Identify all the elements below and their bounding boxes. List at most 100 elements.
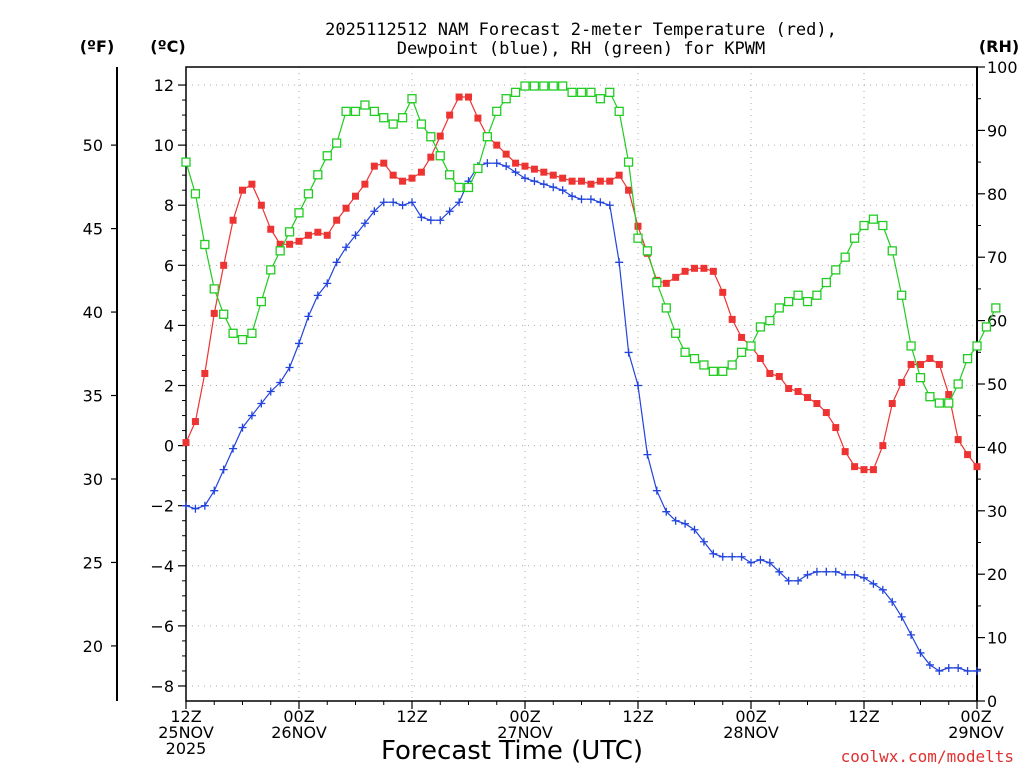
temperature-point — [474, 114, 482, 122]
rh-point — [981, 322, 992, 332]
rh-point — [623, 157, 634, 167]
dewpoint-point — [323, 279, 332, 288]
dewpoint-point — [652, 486, 661, 495]
temperature-point — [257, 201, 265, 209]
dewpoint-point — [182, 501, 190, 510]
x-tick-label: 00Z — [960, 707, 991, 726]
rh-point — [558, 81, 568, 91]
rh-point — [784, 296, 794, 307]
rh-point — [934, 398, 944, 408]
rh-point — [689, 353, 700, 364]
rh-point — [463, 182, 474, 193]
rh-tick-label: 40 — [987, 438, 1007, 457]
temperature-point — [295, 237, 303, 245]
rh-point — [350, 106, 361, 117]
temperature-point — [220, 261, 228, 269]
temperature-point — [728, 315, 736, 323]
rh-tick-label: 70 — [987, 248, 1007, 267]
rh-point — [793, 290, 803, 300]
celsius-tick-label: 12 — [154, 76, 174, 95]
dewpoint-point — [897, 612, 906, 621]
rh-point — [501, 94, 511, 104]
temperature-point — [700, 264, 708, 272]
celsius-tick-label: −6 — [150, 617, 174, 636]
temperature-point — [361, 180, 369, 188]
rh-point — [200, 239, 210, 250]
dewpoint-point — [370, 207, 379, 216]
temperature-point — [606, 177, 614, 185]
celsius-tick-label: 6 — [164, 256, 174, 275]
temperature-point — [540, 168, 548, 176]
fahrenheit-tick-label: 45 — [83, 220, 103, 239]
rh-point — [520, 81, 530, 91]
dewpoint-point — [615, 258, 624, 267]
dewpoint-point — [276, 378, 285, 387]
rh-point — [454, 182, 464, 193]
rh-point — [397, 113, 408, 123]
dewpoint-point — [539, 180, 548, 189]
temperature-point — [681, 267, 689, 275]
temperature-point — [530, 165, 538, 173]
rh-point — [661, 303, 671, 313]
dewpoint-point — [935, 666, 944, 675]
dewpoint-point — [860, 573, 868, 582]
temperature-point — [549, 171, 557, 179]
rh-point — [360, 100, 370, 110]
temperature-point — [634, 222, 642, 230]
temperature-point — [323, 231, 331, 239]
rh-point — [548, 81, 558, 91]
credit-link[interactable]: coolwx.com/modelts — [841, 747, 1014, 766]
dewpoint-point — [304, 312, 313, 321]
dewpoint-point — [888, 597, 897, 606]
rh-point — [878, 220, 888, 231]
rh-point — [219, 309, 229, 319]
temperature-point — [248, 180, 256, 188]
temperature-point — [267, 225, 275, 233]
temperature-point — [879, 442, 887, 450]
temperature-point — [493, 141, 501, 149]
fahrenheit-tick-label: 40 — [83, 303, 103, 322]
rh-point — [812, 290, 822, 300]
temperature-point — [427, 153, 435, 161]
rh-point — [868, 214, 879, 224]
x-tick-label: 25NOV — [158, 723, 214, 742]
dewpoint-point — [973, 666, 981, 675]
temperature-point — [568, 177, 576, 185]
x-axis-label: Forecast Time (UTC) — [381, 736, 643, 766]
temperature-point — [559, 174, 567, 182]
rh-tick-label: 20 — [987, 565, 1007, 584]
dewpoint-point — [247, 411, 256, 420]
temperature-point — [709, 267, 717, 275]
temperature-point — [926, 354, 934, 362]
temperature-point — [587, 180, 595, 188]
dewpoint-point — [313, 291, 322, 300]
dewpoint-point — [662, 507, 671, 516]
rh-point — [802, 296, 813, 307]
rh-point — [859, 220, 869, 231]
dewpoint-point — [229, 444, 238, 453]
fahrenheit-unit-label: (ºF) — [80, 37, 115, 56]
dewpoint-point — [530, 177, 539, 186]
temperature-point — [860, 466, 868, 474]
temperature-point — [917, 360, 924, 368]
dewpoint-point — [954, 663, 963, 672]
celsius-tick-label: 10 — [154, 136, 174, 155]
rh-point — [906, 341, 916, 351]
temperature-point — [691, 264, 698, 272]
temperature-point — [672, 273, 680, 281]
rh-point — [840, 252, 850, 262]
temperature-point — [502, 150, 510, 158]
dewpoint-point — [455, 198, 464, 207]
temperature-point — [898, 378, 906, 386]
dewpoint-point — [841, 570, 850, 579]
temperature-point — [964, 451, 972, 459]
rh-point — [247, 328, 257, 338]
dewpoint-point — [831, 567, 840, 576]
dewpoint-point — [756, 555, 765, 564]
dewpoint-point — [690, 525, 699, 534]
dewpoint-point — [671, 516, 680, 525]
rh-point — [915, 373, 926, 383]
rh-point — [652, 277, 662, 288]
temperature-point — [512, 159, 520, 167]
